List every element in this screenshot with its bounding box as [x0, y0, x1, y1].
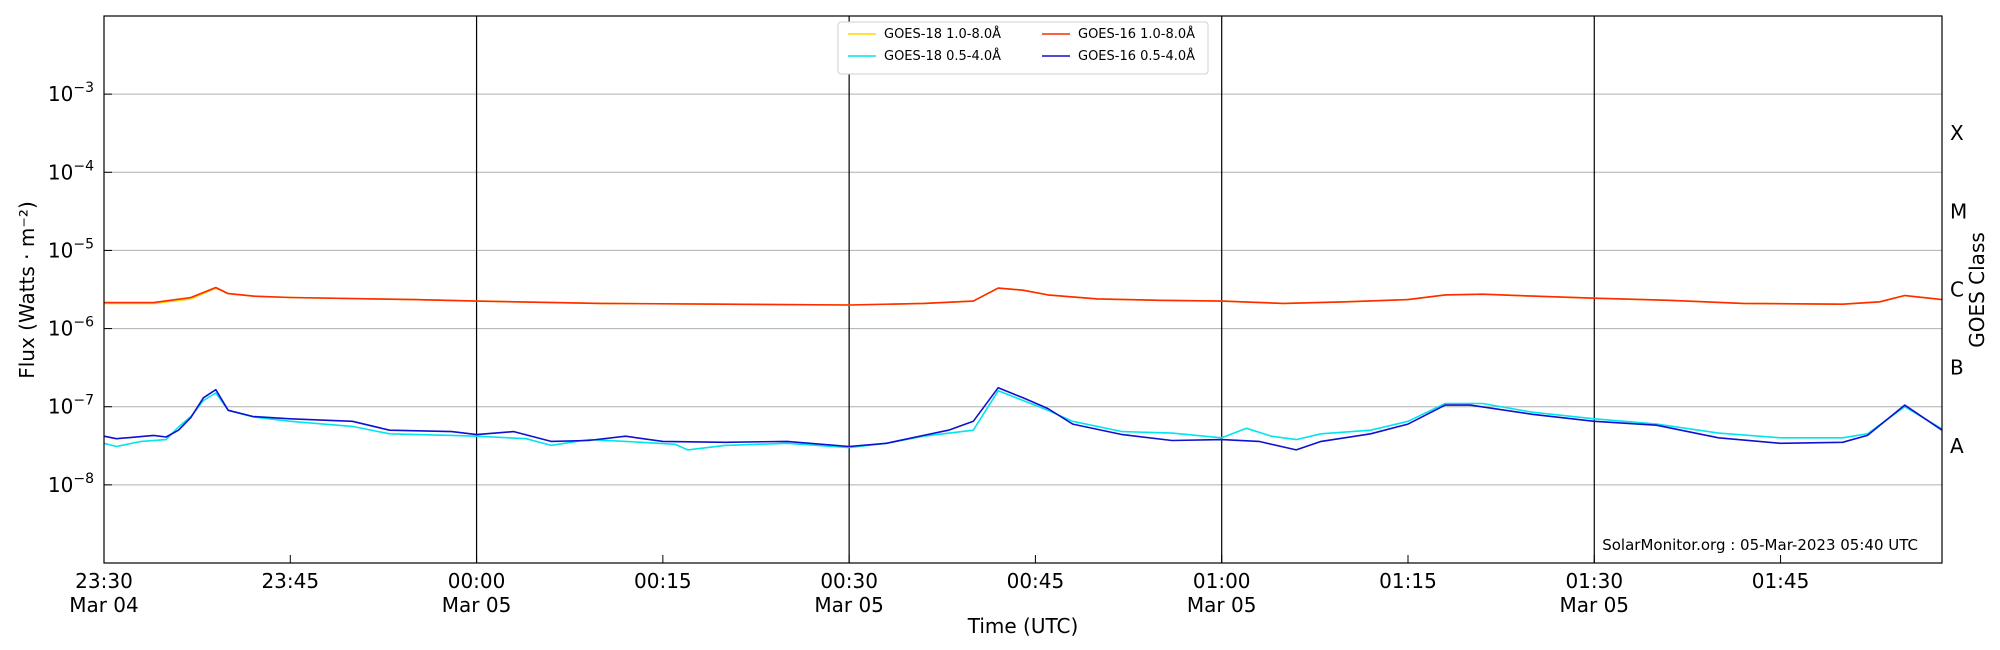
grid-layer	[104, 93, 1942, 486]
credit-annotation: SolarMonitor.org : 05-Mar-2023 05:40 UTC	[1602, 536, 1918, 554]
y-axis-ticks: 10−8 10−7 10−6 10−5 10−4 10−3	[48, 80, 112, 497]
series-line-4	[103, 386, 1943, 451]
series-line-3	[104, 286, 1943, 306]
plot-frame	[103, 15, 1943, 564]
y-tick-label: 10−3	[48, 80, 94, 106]
x-tick-date-label: Mar 05	[814, 593, 884, 617]
series-layer	[103, 286, 1943, 451]
goes-class-label: M	[1950, 199, 1967, 223]
legend-label: GOES-18 0.5-4.0Å	[884, 48, 1001, 64]
y-tick-label: 10−7	[48, 393, 94, 419]
x-tick-label: 23:30	[75, 569, 133, 593]
y-tick-label: 10−6	[48, 315, 94, 341]
x-tick-label: 00:30	[820, 569, 878, 593]
goes-class-label: C	[1950, 278, 1964, 302]
x-tick-label: 01:30	[1565, 569, 1623, 593]
x-axis-title: Time (UTC)	[967, 614, 1079, 638]
y-tick-label: 10−5	[48, 236, 94, 262]
x-tick-date-label: Mar 05	[1187, 593, 1257, 617]
legend-label: GOES-18 1.0-8.0Å	[884, 26, 1001, 42]
series-line-2	[103, 389, 1943, 451]
time-separator-lines	[475, 16, 1595, 563]
x-tick-label: 00:45	[1007, 569, 1065, 593]
goes-class-label: B	[1950, 356, 1964, 380]
x-tick-date-label: Mar 05	[1559, 593, 1629, 617]
y-tick-label: 10−4	[48, 158, 94, 184]
legend-label: GOES-16 1.0-8.0Å	[1078, 26, 1195, 42]
x-tick-label: 01:00	[1193, 569, 1251, 593]
x-tick-date-label: Mar 05	[442, 593, 512, 617]
y-axis-title: Flux (Watts · m⁻²)	[15, 201, 39, 379]
x-tick-date-label: Mar 04	[69, 593, 139, 617]
x-tick-label: 01:15	[1379, 569, 1437, 593]
x-tick-label: 01:45	[1752, 569, 1810, 593]
legend-label: GOES-16 0.5-4.0Å	[1078, 48, 1195, 64]
right-axis-title: GOES Class	[1965, 232, 1989, 348]
legend: GOES-18 1.0-8.0Å GOES-18 0.5-4.0Å GOES-16 …	[837, 21, 1209, 75]
goes-class-label: X	[1950, 121, 1964, 145]
goes-class-labels: A B C M X	[1950, 121, 1967, 458]
goes-class-label: A	[1950, 434, 1964, 458]
y-tick-label: 10−8	[48, 471, 94, 497]
x-tick-label: 00:00	[448, 569, 506, 593]
x-tick-label: 23:45	[261, 569, 319, 593]
x-tick-label: 00:15	[634, 569, 692, 593]
legend-box	[837, 21, 1209, 75]
